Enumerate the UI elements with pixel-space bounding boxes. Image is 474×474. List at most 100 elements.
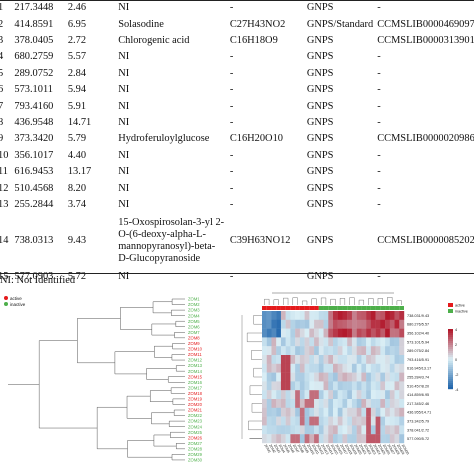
legend-item-inactive: inactive [4,301,25,307]
heatmap-cell [266,425,272,435]
heatmap-cell [356,346,362,356]
heatmap-cell [295,337,301,347]
heatmap-cell [276,372,282,382]
heatmap-cell [304,416,310,426]
heatmap-cell [318,434,324,444]
heatmap-cell [318,390,324,400]
heatmap-column-label: ZOM27 [387,444,396,456]
color-scale-segment [448,337,453,340]
sample-label: ZOM2 [188,302,200,307]
heatmap-cell [271,434,277,444]
table-cell-name: NI [118,51,130,63]
heatmap-cell [304,425,310,435]
heatmap-column-label: ZOM28 [391,444,400,456]
heatmap-cell [295,407,301,417]
heatmap-cell [262,425,267,435]
heatmap-cell [271,407,277,417]
heatmap-cell [356,355,362,364]
compound-table-body: 1 217.3448 2.46 NI - GNPS - 2 414.8591 6.95 Solaso… [0,2,474,283]
sample-label: ZOM6 [188,324,200,329]
heatmap-cell [271,355,277,364]
legend-label-inactive: inactive [10,301,26,307]
color-scale-segment [448,343,453,346]
heatmap-class-cell [285,306,291,310]
heatmap-column-branch [358,299,364,305]
heatmap-cell [299,434,305,444]
sample-label: ZOM28 [188,446,203,451]
heatmap-cell [285,407,291,417]
heatmap-cell [385,390,390,400]
heatmap-cell [399,355,405,364]
heatmap-cell [375,355,381,364]
heatmap-cell [328,346,334,356]
dendrogram-legend: active inactive [4,295,25,307]
table-cell-id: 13 [0,198,9,210]
heatmap-cell [356,337,362,347]
heatmap-cell [342,434,348,444]
heatmap-column-label: ZOM1 [264,444,272,454]
heatmap-row-label: 738.031/9.43 [407,314,429,318]
heatmap-cell [309,425,315,435]
table-row: 14 738.0313 9.43 15-Oxospirosolan-3-yl 2-O-… [0,213,474,269]
heatmap-cell [361,363,367,373]
table-cell-formula: - [229,67,234,79]
heatmap-cell [280,346,286,356]
heatmap-cell [366,399,372,408]
heatmap-cell [366,416,372,426]
sample-label: ZOM30 [188,458,203,463]
sample-label: ZOM25 [188,430,203,435]
heatmap-cell [271,337,277,347]
heatmap-cell [337,372,343,382]
color-scale-segment [448,371,453,374]
heatmap-cell [361,399,367,408]
table-cell-name: NI [118,271,130,283]
table-cell-mz: 414.8591 [14,18,54,30]
table-cell-source: GNPS [306,84,334,96]
heatmap-cell [271,390,277,400]
heatmap-cell [266,390,272,400]
heatmap-cell [328,407,334,417]
heatmap-cell [337,337,343,347]
heatmap-cell [328,355,334,364]
heatmap-cell [380,407,386,417]
table-cell-accession: - [377,271,381,283]
heatmap-cell [342,425,348,435]
heatmap-cell [385,416,390,426]
heatmap-cell [337,434,343,444]
heatmap-cell [399,416,405,426]
heatmap-cell [361,425,367,435]
heatmap-cell [347,381,353,391]
heatmap-cell [314,319,319,329]
heatmap-cell [276,390,282,400]
heatmap-cell [399,363,405,373]
table-cell-accession: - [377,100,381,112]
heatmap-cell [271,363,277,373]
heatmap-cell [285,425,291,435]
heatmap-row-label: 510.457/8.20 [407,384,429,388]
table-cell-rt: 6.95 [67,18,87,30]
heatmap-cell [380,381,386,391]
heatmap-cell [342,416,348,426]
heatmap-cell [333,425,338,435]
table-row: 4 680.2759 5.57 NI - GNPS - [0,49,474,65]
heatmap-cell [276,425,282,435]
heatmap-class-cell [361,306,367,310]
table-cell-mz: 510.4568 [14,182,54,194]
heatmap-cell [262,399,267,408]
table-cell-accession: - [377,116,381,128]
heatmap-cell [380,363,386,373]
heatmap-cell [262,407,267,417]
heatmap-cell [285,337,291,347]
table-cell-formula: - [229,166,234,178]
heatmap-cell [361,355,367,364]
heatmap-cell [271,311,277,320]
heatmap-cell [389,363,395,373]
heatmap-cell [276,355,282,364]
heatmap-cell [342,311,348,320]
color-scale-tick: 4 [455,328,457,332]
heatmap-cell [342,319,348,329]
heatmap-cell [361,416,367,426]
heatmap-cell [370,399,376,408]
compound-table: 1 217.3448 2.46 NI - GNPS - 2 414.8591 6.95 Solaso… [0,2,474,283]
heatmap-cell [309,346,315,356]
